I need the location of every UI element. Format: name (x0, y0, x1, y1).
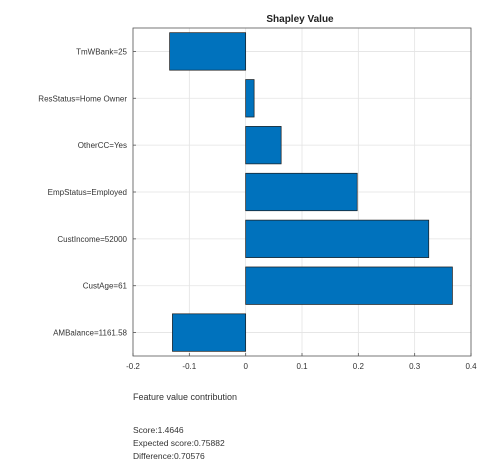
x-tick-label: 0.2 (353, 362, 365, 371)
score-summary: Score:1.4646 Expected score:0.75882 Diff… (133, 424, 225, 463)
y-tick-label: ResStatus=Home Owner (38, 94, 127, 103)
y-tick-label: OtherCC=Yes (78, 141, 127, 150)
y-tick-label: TmWBank=25 (76, 47, 127, 56)
bar-empstatus-employed (245, 172, 358, 212)
x-axis-label: Feature value contribution (133, 392, 237, 402)
plot-area: -0.2 -0.1 0 0.1 0.2 0.3 0.4 TmWBank=25 ResStatus… (38, 27, 477, 371)
x-tick-label: -0.2 (126, 362, 140, 371)
chart-title: Shapley Value (266, 14, 334, 25)
x-tick-label: 0.4 (465, 362, 477, 371)
bar-tmwbank-25 (169, 32, 247, 71)
y-tick-label: CustAge=61 (83, 282, 128, 291)
y-tick-label: AMBalance=1161.58 (53, 329, 127, 338)
bar-custincome-52000 (245, 219, 430, 258)
x-tick-label: 0.1 (296, 362, 308, 371)
x-tick-label: -0.1 (182, 362, 196, 371)
x-tick-label: 0.3 (409, 362, 421, 371)
y-tick-label: EmpStatus=Employed (48, 188, 127, 197)
bar-custage-61 (245, 266, 453, 305)
bar-resstatus-home-owner (245, 79, 255, 118)
expected-score-text: Expected score:0.75882 (133, 438, 225, 448)
x-tick-label: 0 (243, 362, 248, 371)
bar-othercc-yes (245, 126, 282, 165)
score-text: Score:1.4646 (133, 425, 184, 435)
y-tick-label: CustIncome=52000 (57, 235, 127, 244)
bar-ambalance-1161-58 (172, 313, 247, 352)
difference-text: Difference:0.70576 (133, 451, 205, 461)
